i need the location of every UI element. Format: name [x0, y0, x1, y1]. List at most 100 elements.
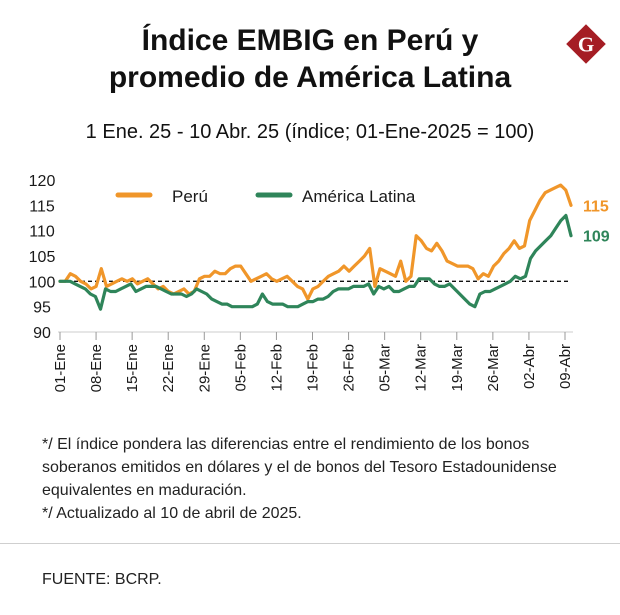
data-point-peru: [440, 249, 444, 253]
y-tick-label: 95: [33, 300, 51, 317]
data-point-peru: [218, 272, 222, 275]
data-point-peru: [559, 183, 562, 187]
data-point-peru: [254, 277, 258, 280]
data-point-peru: [363, 254, 366, 258]
x-tick-label: 19-Feb: [305, 344, 322, 392]
logo-diamond: [566, 24, 606, 64]
data-point-america-latina: [84, 287, 87, 291]
data-point-america-latina: [154, 285, 158, 288]
data-point-peru: [378, 267, 382, 270]
data-point-america-latina: [362, 285, 365, 288]
data-point-peru: [389, 272, 392, 275]
gestion-logo: G: [566, 24, 606, 64]
footnote-2: */ Actualizado al 10 de abril de 2025.: [42, 505, 302, 522]
data-point-peru: [394, 275, 397, 278]
data-point-america-latina: [165, 290, 168, 293]
legend-label-peru: Perú: [172, 187, 208, 206]
logo-letter: G: [578, 33, 594, 57]
data-point-america-latina: [109, 290, 112, 293]
data-point-america-latina: [514, 275, 517, 278]
data-point-america-latina: [185, 295, 188, 298]
data-point-america-latina: [210, 297, 213, 301]
data-point-peru: [291, 280, 294, 283]
data-point-america-latina: [311, 300, 315, 303]
data-point-america-latina: [509, 280, 512, 283]
y-axis: 90 95 100 105 110 115 120: [29, 173, 56, 342]
data-point-peru: [69, 272, 72, 275]
x-axis: 01-Ene 08-Ene 15-Ene 22-Ene 29-Ene 05-Feb 12-F…: [52, 332, 574, 392]
data-point-america-latina: [413, 285, 416, 288]
data-point-america-latina: [68, 280, 72, 283]
data-point-america-latina: [418, 277, 421, 280]
data-point-peru: [131, 277, 134, 280]
data-point-peru: [409, 275, 413, 278]
data-point-peru: [322, 280, 325, 283]
data-point-america-latina: [493, 287, 497, 291]
data-point-america-latina: [149, 285, 153, 288]
end-label-peru: 115: [583, 198, 609, 215]
data-point-peru: [425, 247, 428, 250]
data-point-peru: [420, 239, 423, 242]
data-point-america-latina: [296, 305, 299, 308]
data-point-america-latina: [554, 226, 557, 230]
data-point-peru: [84, 282, 88, 286]
data-point-america-latina: [321, 297, 325, 301]
data-point-peru: [456, 264, 459, 268]
data-point-peru: [280, 277, 284, 280]
data-point-america-latina: [453, 287, 456, 291]
data-point-peru: [239, 264, 242, 268]
data-point-america-latina: [524, 275, 527, 278]
data-point-america-latina: [367, 282, 370, 286]
data-point-peru: [275, 280, 278, 283]
data-point-america-latina: [99, 308, 102, 311]
series-line-peru: [58, 183, 573, 301]
data-point-america-latina: [89, 292, 92, 296]
data-point-america-latina: [63, 280, 67, 283]
data-point-america-latina: [544, 239, 547, 242]
data-point-america-latina: [332, 290, 335, 293]
data-point-america-latina: [124, 285, 128, 288]
data-point-peru: [234, 264, 237, 268]
data-point-america-latina: [438, 285, 441, 288]
data-point-america-latina: [271, 302, 274, 306]
data-point-peru: [208, 275, 211, 278]
data-point-peru: [435, 242, 438, 245]
data-point-america-latina: [301, 302, 305, 306]
end-label-america-latina: 109: [583, 229, 610, 246]
data-point-peru: [125, 280, 129, 283]
data-point-america-latina: [144, 285, 148, 288]
data-point-peru: [476, 277, 480, 280]
data-point-peru: [384, 270, 387, 273]
data-point-america-latina: [281, 302, 284, 306]
data-point-peru: [301, 287, 304, 291]
data-point-america-latina: [342, 287, 345, 291]
x-tick-label: 01-Ene: [52, 344, 69, 392]
data-point-peru: [368, 247, 371, 250]
data-point-peru: [89, 287, 93, 291]
data-point-america-latina: [160, 287, 163, 291]
data-point-america-latina: [347, 287, 350, 291]
data-point-america-latina: [230, 305, 234, 308]
line-chart: 90 95 100 105 110 115 120 01-Ene 08-Ene 15-Ene 22…: [29, 173, 610, 392]
data-point-america-latina: [235, 305, 239, 308]
data-point-peru: [492, 264, 495, 268]
legend: Perú América Latina: [115, 187, 416, 206]
data-point-america-latina: [423, 277, 426, 280]
data-point-america-latina: [499, 285, 502, 288]
footnotes: */ El índice pondera las diferencias ent…: [42, 433, 602, 525]
data-point-america-latina: [519, 277, 522, 280]
x-tick-label: 12-Mar: [413, 344, 430, 392]
data-point-america-latina: [266, 300, 269, 303]
data-point-america-latina: [246, 305, 249, 308]
data-point-peru: [544, 191, 547, 194]
x-tick-label: 26-Mar: [485, 344, 502, 392]
data-point-america-latina: [407, 285, 411, 288]
data-point-peru: [538, 199, 542, 202]
chart-title-line-1: Índice EMBIG en Perú y: [141, 24, 479, 57]
data-point-peru: [203, 275, 206, 278]
data-point-america-latina: [240, 305, 244, 308]
data-point-america-latina: [433, 282, 436, 286]
data-point-america-latina: [473, 305, 477, 308]
x-tick-label: 15-Ene: [124, 344, 141, 392]
data-point-america-latina: [134, 290, 138, 293]
